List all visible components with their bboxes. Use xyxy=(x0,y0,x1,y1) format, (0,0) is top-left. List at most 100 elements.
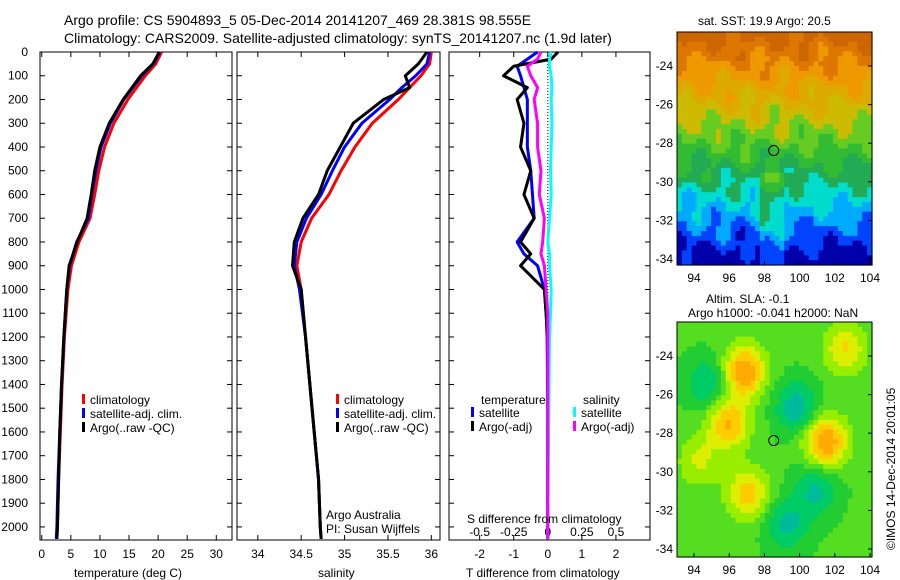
map-cell xyxy=(828,552,834,558)
map-cell xyxy=(720,346,727,352)
map-cell xyxy=(691,95,698,101)
map-cell xyxy=(784,95,790,101)
map-cell xyxy=(686,463,693,470)
map-cell xyxy=(794,346,800,352)
map-cell xyxy=(813,80,819,86)
map-cell xyxy=(828,250,834,256)
map-cell xyxy=(857,375,863,382)
map-cell xyxy=(847,109,854,116)
y-tick-label: 0 xyxy=(21,45,28,59)
map-cell xyxy=(759,439,766,445)
map-cell xyxy=(764,250,771,256)
map-cell xyxy=(803,326,810,333)
map-cell xyxy=(808,522,815,529)
map-cell xyxy=(691,119,698,125)
map-cell xyxy=(701,65,707,72)
map-cell xyxy=(735,114,741,120)
map-cell xyxy=(794,375,800,382)
map-cell xyxy=(764,104,771,111)
map-cell xyxy=(725,216,732,222)
map-cell xyxy=(798,390,805,397)
map-cell xyxy=(730,419,737,426)
map-cell xyxy=(725,167,732,174)
map-cell xyxy=(857,109,863,116)
map-cell xyxy=(789,400,795,406)
map-cell xyxy=(730,153,737,159)
map-cell xyxy=(847,80,854,86)
map-cell xyxy=(842,361,849,367)
map-cell xyxy=(808,167,815,174)
map-cell xyxy=(764,231,771,237)
map-cell xyxy=(837,235,844,242)
map-cell xyxy=(716,473,722,480)
map-cell xyxy=(696,459,702,465)
map-cell xyxy=(720,235,727,242)
map-cell xyxy=(691,109,698,116)
map-cell xyxy=(681,143,688,150)
map-cell xyxy=(691,390,698,397)
map-cell xyxy=(769,552,776,558)
map-cell xyxy=(857,46,863,53)
map-cell xyxy=(774,503,780,509)
map-cell xyxy=(833,463,839,470)
map-cell xyxy=(701,143,707,150)
map-cell xyxy=(759,385,766,392)
map-cell xyxy=(789,405,795,411)
map-cell xyxy=(803,138,810,145)
map-cell xyxy=(867,463,873,470)
map-cell xyxy=(794,51,800,57)
map-cell xyxy=(764,463,771,470)
map-cell xyxy=(837,336,844,343)
map-cell xyxy=(725,235,732,242)
map-cell xyxy=(711,331,717,338)
map-cell xyxy=(759,211,766,218)
map-cell xyxy=(842,119,849,125)
map-cell xyxy=(701,231,707,237)
map-cell xyxy=(837,503,844,509)
map-cell xyxy=(706,473,712,480)
map-cell xyxy=(711,206,717,213)
map-cell xyxy=(813,143,819,150)
map-cell xyxy=(852,216,858,222)
map-cell xyxy=(798,331,805,338)
map-cell xyxy=(745,356,751,362)
map-x-tick-label: 94 xyxy=(687,563,701,577)
map-cell xyxy=(798,85,805,91)
map-cell xyxy=(691,255,698,261)
map-cell xyxy=(774,226,780,232)
map-cell xyxy=(813,201,819,208)
map-cell xyxy=(784,56,790,62)
map-cell xyxy=(701,468,707,475)
map-cell xyxy=(769,70,776,77)
map-cell xyxy=(828,473,834,480)
map-cell xyxy=(735,463,741,470)
map-cell xyxy=(837,454,844,460)
map-cell xyxy=(779,346,785,352)
map-cell xyxy=(725,468,732,475)
map-cell xyxy=(828,46,834,53)
map-cell xyxy=(686,104,693,111)
map-cell xyxy=(701,187,707,193)
map-x-tick-label: 104 xyxy=(860,563,880,577)
map-cell xyxy=(813,56,819,62)
map-cell xyxy=(769,129,776,135)
map-cell xyxy=(857,498,863,504)
map-cell xyxy=(808,36,815,43)
map-cell xyxy=(716,444,722,450)
map-cell xyxy=(823,390,829,397)
map-cell xyxy=(847,41,854,48)
map-cell xyxy=(867,356,873,362)
map-cell xyxy=(696,240,702,247)
map-cell xyxy=(769,46,776,53)
map-cell xyxy=(842,138,849,145)
map-cell xyxy=(735,51,741,57)
map-cell xyxy=(867,90,873,96)
map-cell xyxy=(725,331,732,338)
map-cell xyxy=(779,177,785,184)
map-cell xyxy=(867,400,873,406)
map-cell xyxy=(720,454,727,460)
map-cell xyxy=(798,221,805,227)
map-cell xyxy=(837,119,844,125)
map-cell xyxy=(730,493,737,499)
map-cell xyxy=(677,187,683,193)
